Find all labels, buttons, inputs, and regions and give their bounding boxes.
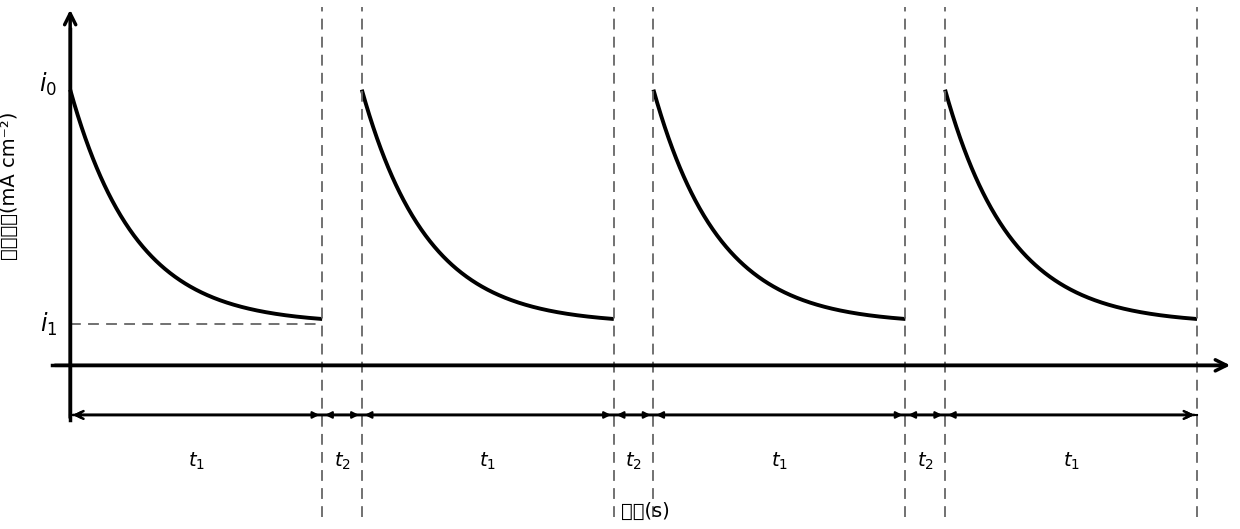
Text: 时间(s): 时间(s) (621, 502, 670, 521)
Text: $t_2$: $t_2$ (334, 451, 351, 472)
Text: $t_1$: $t_1$ (480, 451, 496, 472)
Text: $t_1$: $t_1$ (187, 451, 205, 472)
Text: $i_0$: $i_0$ (40, 70, 57, 98)
Text: $i_1$: $i_1$ (40, 311, 57, 338)
Text: 电流密度(mA cm⁻²): 电流密度(mA cm⁻²) (0, 112, 19, 260)
Text: $t_1$: $t_1$ (1063, 451, 1080, 472)
Text: $t_2$: $t_2$ (916, 451, 934, 472)
Text: $t_1$: $t_1$ (771, 451, 787, 472)
Text: $t_2$: $t_2$ (625, 451, 642, 472)
